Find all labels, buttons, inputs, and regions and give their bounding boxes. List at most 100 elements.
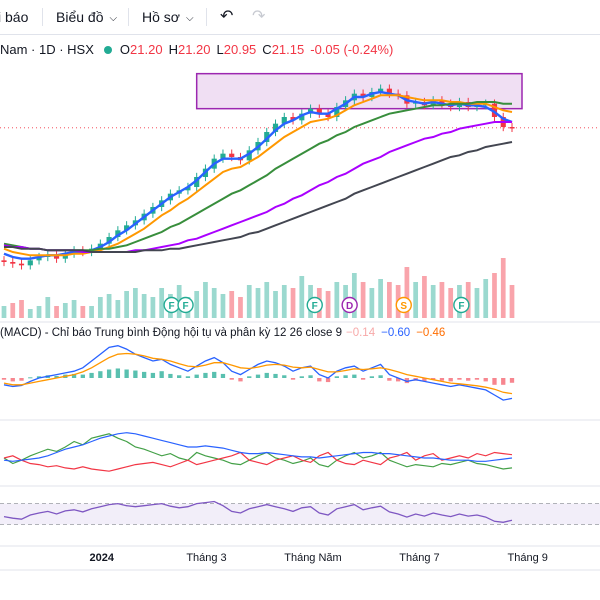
volume-bar — [115, 300, 121, 318]
macd-histogram-bar — [352, 374, 357, 378]
chart-menu-label: Biểu đồ — [56, 9, 104, 25]
x-tick-label: 2024 — [89, 552, 114, 564]
macd-histogram-bar — [229, 378, 234, 380]
event-marker — [306, 296, 323, 314]
event-marker — [177, 296, 194, 314]
close-key: C — [262, 42, 272, 57]
macd-histogram-bar — [220, 373, 226, 378]
ema_50-line — [3, 101, 512, 252]
event-marker-label: D — [346, 301, 353, 312]
macd-histogram-bar — [360, 378, 366, 380]
macd-label[interactable]: (MACD) - Chỉ báo Trung bình Động hội tụ … — [0, 327, 342, 339]
volume-bar — [492, 273, 497, 318]
volume-bar — [36, 306, 42, 318]
symbol-legend: Nam · 1D · HSX O21.20 H21.20 L20.95 C21.15 -0… — [0, 40, 399, 60]
volume-bar — [203, 282, 208, 318]
profile-menu-label: Hồ sơ — [142, 9, 180, 25]
macd-histogram-bar — [255, 374, 261, 378]
macd-histogram-bar — [106, 369, 112, 378]
volume-bar — [264, 282, 270, 318]
macd-histogram-bar — [466, 378, 471, 381]
event-marker-label: S — [400, 301, 407, 312]
volume-bar — [54, 306, 59, 318]
volume-bar — [509, 285, 515, 318]
symbol-label[interactable]: Nam · 1D · HSX — [0, 42, 94, 57]
ema_200-line — [4, 141, 513, 253]
redo-icon[interactable]: ↷ — [252, 8, 266, 25]
volume-bar — [97, 297, 103, 318]
macd-histogram-bar — [19, 378, 24, 381]
high-key: H — [168, 42, 178, 57]
chevron-down-icon: ⌵ — [109, 13, 118, 24]
macd-histogram-bar — [422, 378, 427, 382]
chevron-down-icon: ⌵ — [185, 13, 194, 24]
adx-line — [3, 432, 513, 462]
macd-signal-value: −0.46 — [416, 327, 446, 339]
toolbar-divider — [42, 8, 43, 26]
macd-histogram-bar — [334, 376, 339, 378]
candle — [27, 260, 33, 266]
macd-histogram-bar — [124, 369, 129, 378]
candle — [115, 230, 121, 237]
volume-bar — [159, 288, 165, 318]
macd-histogram-bar — [159, 371, 164, 378]
event-marker-label: F — [169, 301, 175, 312]
volume-bar — [45, 297, 51, 318]
macd-histogram-bar — [492, 378, 497, 385]
volume-bar — [500, 258, 506, 318]
undo-icon[interactable]: ↶ — [220, 8, 234, 25]
macd-histogram-bar — [212, 371, 217, 378]
volume-bar — [378, 279, 383, 318]
macd-histogram-bar — [404, 378, 410, 384]
macd-histogram-bar — [474, 378, 480, 380]
candle — [325, 113, 331, 117]
di-plus-line — [3, 433, 513, 470]
macd-histogram-bar — [247, 376, 252, 378]
volume-bar — [369, 288, 375, 318]
volume-bar — [299, 276, 305, 318]
close-value: 21.15 — [271, 42, 305, 57]
candle — [124, 225, 130, 231]
macd-histogram-bar — [203, 372, 208, 378]
volume-bar — [10, 303, 16, 318]
volume-bar — [80, 306, 86, 318]
macd-line — [3, 345, 513, 401]
ema_fast-line — [3, 90, 513, 260]
candle — [299, 113, 305, 121]
volume-bar — [448, 288, 454, 318]
macd-histogram-bar — [150, 372, 156, 378]
indicators-button[interactable]: i báo — [0, 9, 29, 25]
low-key: L — [216, 42, 224, 57]
volume-bar — [220, 294, 226, 318]
event-marker-label: F — [182, 301, 188, 312]
macd-histogram-bar — [483, 378, 488, 382]
candle — [378, 88, 384, 92]
volume-bar — [89, 306, 94, 318]
profile-menu-button[interactable]: Hồ sơ ⌵ — [142, 0, 194, 34]
macd-histogram-bar — [177, 375, 182, 378]
macd-histogram-bar — [439, 378, 445, 381]
candle — [246, 150, 252, 161]
macd-histogram-bar — [71, 373, 77, 378]
candle — [220, 153, 226, 159]
macd-histogram-value: −0.14 — [346, 327, 376, 339]
macd-histogram-bar — [457, 378, 462, 380]
macd-histogram-bar — [28, 377, 33, 379]
volume-bar — [124, 291, 129, 318]
chart-menu-button[interactable]: Biểu đồ ⌵ — [56, 0, 117, 34]
macd-histogram-bar — [273, 373, 278, 378]
volume-bar — [404, 267, 410, 318]
volume-bar — [71, 300, 77, 318]
macd-histogram-bar — [387, 378, 392, 381]
di-minus-line — [3, 451, 513, 472]
macd-histogram-bar — [54, 375, 59, 378]
x-tick-label: Tháng Năm — [284, 552, 342, 564]
macd-histogram-bar — [509, 378, 515, 383]
volume-bar — [439, 282, 445, 318]
candle — [386, 88, 392, 94]
volume-bar — [360, 282, 366, 318]
macd-legend: (MACD) - Chỉ báo Trung bình Động hội tụ … — [0, 326, 445, 340]
volume-bar — [351, 273, 357, 318]
candle — [18, 263, 25, 266]
